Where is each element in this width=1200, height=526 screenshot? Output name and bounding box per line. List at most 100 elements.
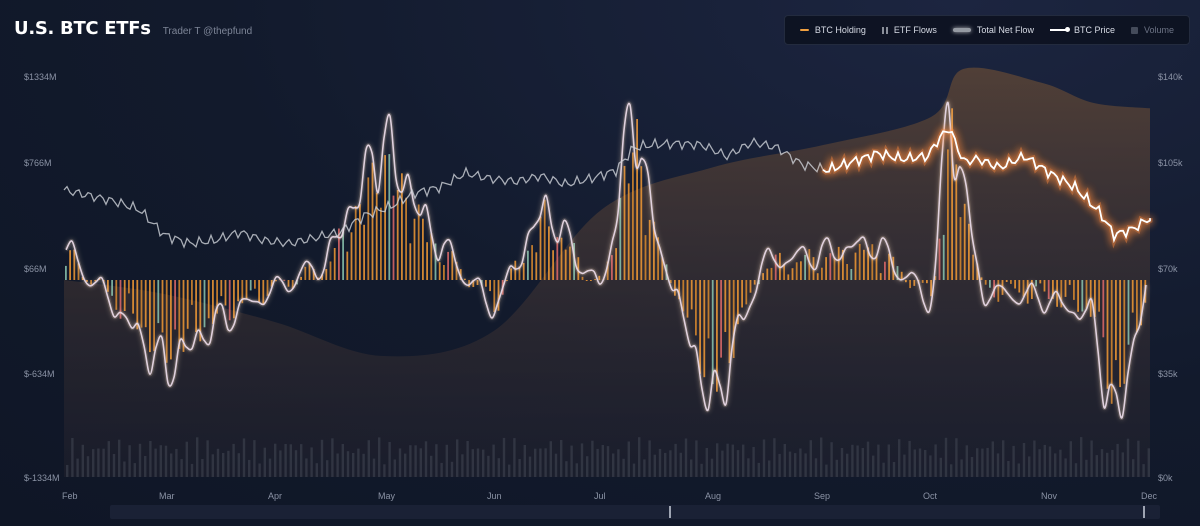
etf-flow-bar[interactable]	[854, 252, 857, 280]
etf-flow-bar[interactable]	[598, 275, 601, 280]
etf-flow-bar[interactable]	[804, 254, 806, 280]
etf-flow-bar[interactable]	[905, 280, 907, 283]
etf-flow-bar[interactable]	[413, 218, 416, 280]
etf-flow-bar[interactable]	[884, 261, 886, 280]
etf-flow-bar[interactable]	[909, 280, 911, 289]
etf-flow-bar[interactable]	[787, 274, 790, 280]
etf-flow-bar[interactable]	[564, 249, 567, 280]
etf-flow-bar[interactable]	[833, 257, 836, 280]
etf-flow-bar[interactable]	[325, 269, 328, 280]
etf-flow-bar[interactable]	[1136, 280, 1138, 333]
etf-flow-bar[interactable]	[375, 192, 378, 280]
etf-flow-bar[interactable]	[174, 280, 176, 330]
etf-flow-bar[interactable]	[233, 280, 235, 319]
etf-flow-bar[interactable]	[707, 280, 710, 339]
etf-flow-bar[interactable]	[968, 223, 970, 280]
etf-flow-bar[interactable]	[123, 280, 126, 311]
etf-flow-bar[interactable]	[518, 266, 521, 281]
etf-flow-bar[interactable]	[829, 253, 832, 280]
etf-flow-bar[interactable]	[161, 280, 164, 333]
etf-flow-bar[interactable]	[783, 263, 785, 280]
etf-flow-bar[interactable]	[228, 280, 231, 321]
etf-flow-bar[interactable]	[963, 203, 966, 280]
etf-flow-bar[interactable]	[388, 154, 391, 280]
etf-flow-bar[interactable]	[821, 267, 823, 280]
etf-flow-bar[interactable]	[367, 177, 370, 280]
etf-flow-bar[interactable]	[615, 248, 617, 280]
etf-flow-bar[interactable]	[535, 252, 538, 280]
etf-flow-bar[interactable]	[300, 276, 302, 280]
etf-flow-bar[interactable]	[392, 195, 395, 280]
etf-flow-bar[interactable]	[401, 173, 403, 280]
etf-flow-bar[interactable]	[800, 261, 802, 280]
etf-flow-bar[interactable]	[1110, 280, 1113, 404]
etf-flow-bar[interactable]	[690, 280, 693, 310]
etf-flow-bar[interactable]	[199, 280, 202, 342]
etf-flow-bar[interactable]	[90, 280, 92, 285]
etf-flow-bar[interactable]	[695, 280, 697, 336]
etf-flow-bar[interactable]	[611, 255, 613, 280]
etf-flow-bar[interactable]	[581, 276, 584, 280]
etf-flow-bar[interactable]	[182, 280, 185, 352]
etf-flow-bar[interactable]	[1081, 280, 1084, 312]
etf-flow-bar[interactable]	[510, 268, 512, 280]
etf-flow-bar[interactable]	[254, 280, 256, 289]
etf-flow-bar[interactable]	[1010, 280, 1012, 284]
etf-flow-bar[interactable]	[627, 183, 630, 280]
etf-flow-bar[interactable]	[1047, 280, 1050, 299]
etf-flow-bar[interactable]	[333, 248, 336, 280]
etf-flow-bar[interactable]	[632, 152, 634, 281]
etf-flow-bar[interactable]	[1031, 280, 1033, 299]
etf-flow-bar[interactable]	[363, 224, 365, 280]
etf-flow-bar[interactable]	[107, 280, 109, 292]
etf-flow-bar[interactable]	[724, 280, 727, 332]
etf-flow-bar[interactable]	[157, 280, 160, 324]
etf-flow-bar[interactable]	[212, 280, 214, 324]
etf-flow-bar[interactable]	[207, 280, 210, 319]
etf-flow-bar[interactable]	[636, 119, 638, 280]
etf-flow-bar[interactable]	[1131, 280, 1134, 313]
etf-flow-bar[interactable]	[619, 197, 622, 280]
etf-flow-bar[interactable]	[489, 280, 491, 292]
etf-flow-bar[interactable]	[380, 207, 382, 280]
etf-flow-bar[interactable]	[262, 280, 265, 305]
etf-flow-bar[interactable]	[338, 228, 340, 281]
etf-flow-bar[interactable]	[590, 280, 592, 281]
etf-flow-bar[interactable]	[543, 199, 546, 280]
etf-flow-bar[interactable]	[350, 232, 353, 280]
etf-flow-bar[interactable]	[241, 280, 244, 304]
etf-flow-bar[interactable]	[539, 216, 542, 280]
etf-flow-bar[interactable]	[825, 257, 827, 280]
etf-flow-bar[interactable]	[65, 265, 67, 280]
etf-flow-bar[interactable]	[1035, 280, 1037, 287]
etf-flow-bar[interactable]	[686, 280, 689, 318]
etf-flow-bar[interactable]	[132, 280, 134, 314]
etf-flow-bar[interactable]	[447, 251, 449, 280]
etf-flow-bar[interactable]	[186, 280, 189, 329]
btc-price-line-highlight[interactable]	[822, 130, 1151, 244]
etf-flow-bar[interactable]	[346, 251, 349, 280]
etf-flow-bar[interactable]	[745, 280, 748, 305]
etf-flow-bar[interactable]	[1140, 280, 1142, 326]
etf-flow-bar[interactable]	[984, 280, 987, 285]
etf-flow-bar[interactable]	[191, 280, 193, 305]
etf-flow-bar[interactable]	[682, 280, 685, 312]
etf-flow-bar[interactable]	[774, 254, 777, 280]
etf-flow-bar[interactable]	[548, 226, 550, 280]
etf-flow-bar[interactable]	[203, 280, 206, 328]
etf-flow-bar[interactable]	[560, 237, 563, 280]
etf-flow-bar[interactable]	[195, 280, 197, 332]
etf-flow-bar[interactable]	[863, 249, 865, 280]
etf-flow-bar[interactable]	[417, 204, 420, 281]
etf-flow-bar[interactable]	[879, 273, 882, 280]
etf-flow-bar[interactable]	[266, 280, 269, 296]
etf-flow-bar[interactable]	[942, 234, 945, 280]
etf-flow-bar[interactable]	[871, 244, 874, 280]
etf-flow-bar[interactable]	[594, 279, 596, 280]
etf-flow-bar[interactable]	[938, 238, 941, 280]
etf-flow-bar[interactable]	[951, 108, 953, 280]
etf-flow-bar[interactable]	[846, 264, 848, 280]
etf-flow-bar[interactable]	[867, 247, 869, 280]
etf-flow-bar[interactable]	[762, 273, 764, 280]
